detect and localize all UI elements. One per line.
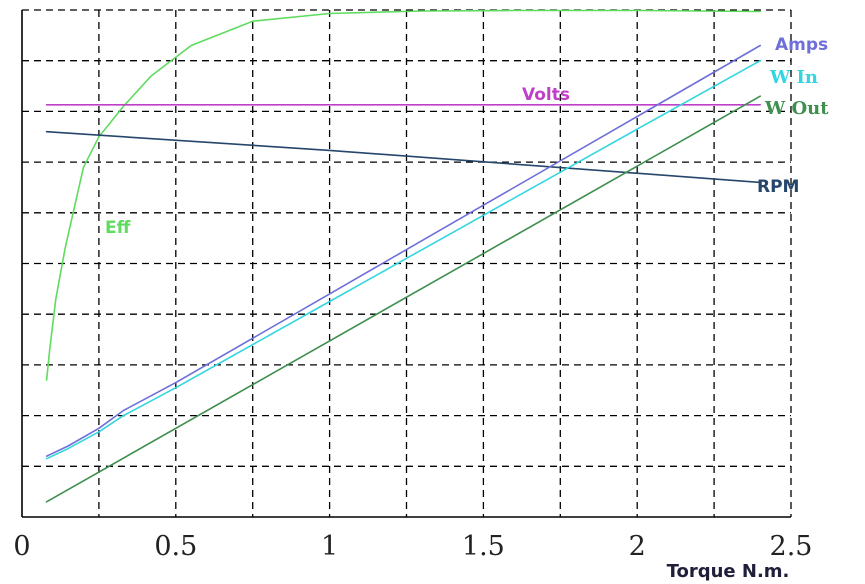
series-label-amps: Amps <box>775 35 828 55</box>
series-line-amps <box>45 44 762 458</box>
series-line-eff <box>45 9 762 381</box>
series-label-w-in: W In <box>769 67 818 88</box>
series-label-eff: Eff <box>105 218 131 238</box>
series-line-rpm <box>45 130 762 184</box>
x-axis-title: Torque N.m. <box>667 561 790 582</box>
series-line-w-in <box>45 59 762 460</box>
series-labels: Eff Volts RPM Amps W In W Out <box>105 35 829 238</box>
x-tick-label: 0 <box>13 531 30 562</box>
x-tick-label: 1 <box>321 531 338 562</box>
x-tick-label: 1.5 <box>462 531 505 562</box>
series-label-volts: Volts <box>522 85 570 105</box>
x-tick-label: 0.5 <box>154 531 197 562</box>
x-tick-label: 2 <box>629 531 646 562</box>
x-tick-labels: 0 0.5 1 1.5 2 2.5 <box>13 531 812 562</box>
chart-series <box>45 9 762 503</box>
chart-axes <box>21 10 791 518</box>
chart-grid <box>22 9 792 517</box>
x-tick-label: 2.5 <box>770 531 813 562</box>
series-label-rpm: RPM <box>757 177 799 197</box>
series-label-w-out: W Out <box>764 98 829 119</box>
series-line-w-out <box>45 95 762 503</box>
